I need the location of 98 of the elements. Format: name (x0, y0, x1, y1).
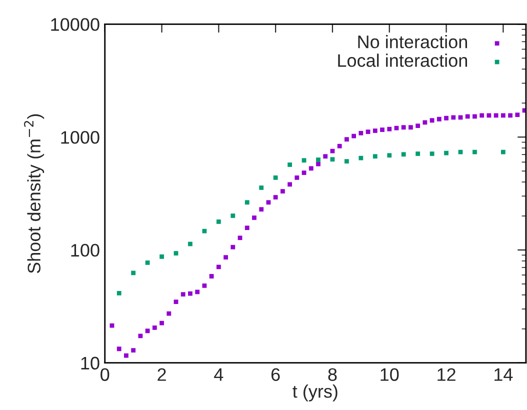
y-axis-title: Shoot density (m$^{−2}$) (24, 114, 44, 274)
point (330, 157, 335, 162)
point (472, 114, 477, 119)
point (266, 200, 271, 205)
point (145, 260, 150, 265)
point (202, 283, 207, 288)
x-tick-label: 10 (380, 368, 399, 381)
point (465, 114, 470, 119)
point (352, 134, 356, 138)
point (152, 325, 157, 330)
point (494, 113, 498, 118)
point (188, 291, 192, 296)
point (116, 291, 122, 296)
point (444, 116, 448, 120)
y-tick-label: 10000 (51, 18, 100, 31)
point (230, 214, 236, 218)
point (244, 226, 250, 230)
point (408, 125, 413, 130)
point (344, 159, 349, 164)
point (160, 320, 164, 326)
x-tick-label: 14 (494, 368, 513, 381)
point (366, 130, 370, 134)
point (188, 242, 192, 246)
point (380, 128, 384, 132)
x-tick-label: 6 (271, 368, 280, 381)
point (444, 150, 448, 156)
point (195, 290, 200, 294)
point (259, 186, 264, 190)
point (294, 175, 300, 180)
point (401, 125, 406, 130)
point (316, 162, 320, 166)
point (145, 328, 150, 334)
point (174, 251, 178, 256)
point (451, 115, 456, 120)
point (224, 255, 228, 260)
point (372, 154, 378, 159)
point (344, 137, 349, 142)
point (166, 311, 172, 316)
y-tick-label: 100 (71, 244, 100, 257)
point (131, 348, 136, 353)
point (308, 166, 314, 171)
point (131, 270, 136, 276)
point (288, 182, 292, 187)
point (416, 152, 420, 156)
x-tick-label: 12 (438, 368, 456, 381)
point (252, 216, 256, 220)
point (486, 113, 492, 118)
point (472, 150, 477, 154)
point (480, 113, 484, 118)
point (202, 228, 207, 234)
point (302, 158, 306, 163)
point (209, 274, 214, 278)
point (216, 220, 221, 224)
point (273, 195, 278, 200)
point (174, 300, 178, 304)
point (337, 144, 342, 148)
point (302, 170, 306, 175)
point (244, 200, 250, 205)
point (259, 207, 264, 212)
point (124, 353, 128, 358)
point (160, 254, 164, 259)
point (216, 264, 221, 270)
point (387, 153, 392, 158)
point (508, 113, 512, 118)
point (273, 175, 278, 180)
point (238, 236, 242, 240)
point (394, 126, 399, 130)
y-tick-label: 1000 (61, 131, 100, 144)
point (372, 128, 378, 133)
x-axis-title: t (yrs) (292, 384, 338, 402)
point (280, 189, 285, 194)
point (358, 130, 364, 136)
point (316, 158, 320, 162)
point (500, 113, 506, 118)
point (288, 162, 292, 167)
point (387, 126, 392, 132)
point (323, 154, 328, 159)
point (430, 152, 434, 156)
point (436, 116, 442, 122)
x-tick-label: 0 (100, 368, 110, 381)
point (358, 156, 364, 160)
legend-label: Local interaction (338, 54, 468, 67)
point (500, 150, 506, 154)
point (401, 152, 406, 157)
point (430, 118, 434, 123)
point (230, 244, 236, 250)
y-tick-label: 10 (81, 356, 100, 370)
point (116, 346, 122, 352)
point (180, 292, 186, 296)
x-tick-label: 8 (328, 368, 337, 381)
point (458, 115, 463, 120)
point (515, 112, 520, 118)
x-tick-label: 2 (158, 368, 166, 381)
x-tick-label: 4 (214, 368, 224, 381)
legend-label: No interaction (358, 35, 468, 48)
point (138, 334, 143, 338)
point (416, 124, 420, 128)
point (422, 120, 428, 125)
